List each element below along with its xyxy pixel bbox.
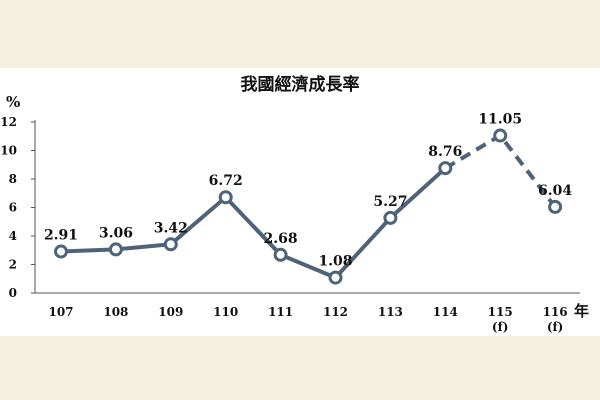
y-tick-label: 10 bbox=[0, 144, 17, 158]
data-point bbox=[383, 210, 398, 225]
x-tick-label: 107 bbox=[48, 305, 73, 319]
data-point bbox=[328, 270, 343, 285]
x-tick-label: 110 bbox=[213, 305, 238, 319]
data-point bbox=[218, 190, 233, 205]
data-point bbox=[54, 244, 68, 259]
x-tick-label: 115 bbox=[488, 305, 513, 319]
y-tick-label: 4 bbox=[9, 229, 17, 243]
data-label: 8.76 bbox=[428, 144, 462, 160]
x-tick-label: 113 bbox=[378, 305, 403, 319]
data-label: 2.68 bbox=[264, 231, 298, 247]
data-label: 3.06 bbox=[99, 225, 133, 241]
data-point bbox=[108, 242, 123, 257]
y-tick-label: 6 bbox=[9, 201, 17, 215]
data-label: 5.27 bbox=[373, 194, 407, 210]
chart-panel bbox=[0, 68, 600, 336]
y-tick-label: 12 bbox=[0, 115, 17, 129]
x-tick-label: 109 bbox=[158, 305, 183, 319]
y-tick-label: 8 bbox=[9, 172, 17, 186]
data-point bbox=[273, 247, 288, 262]
x-tick-label: 114 bbox=[433, 305, 458, 319]
data-label: 6.72 bbox=[209, 173, 243, 189]
data-label: 2.91 bbox=[44, 228, 78, 244]
data-point bbox=[493, 128, 508, 143]
data-label: 6.04 bbox=[538, 183, 572, 199]
data-label: 11.05 bbox=[478, 112, 522, 128]
data-point bbox=[548, 199, 563, 214]
y-tick-label: 0 bbox=[9, 286, 17, 300]
series-points bbox=[54, 128, 563, 285]
x-tick-note: (f) bbox=[547, 320, 564, 334]
data-label: 3.42 bbox=[154, 220, 188, 236]
x-axis-unit: 年 bbox=[574, 302, 589, 320]
x-tick-label: 111 bbox=[268, 305, 293, 319]
x-tick-label: 108 bbox=[103, 305, 128, 319]
data-label: 1.08 bbox=[318, 254, 352, 270]
chart-title: 我國經濟成長率 bbox=[241, 74, 360, 95]
data-labels: 2.91 3.06 3.42 6.72 2.68 1.08 5.27 8.76 11.05 6.0… bbox=[44, 112, 572, 270]
y-ticks: 0 2 4 6 8 10 12 bbox=[0, 115, 35, 300]
data-point bbox=[438, 161, 453, 176]
y-tick-label: 2 bbox=[9, 258, 17, 272]
x-ticks: 107 108 109 110 111 112 113 114 115(f)116(f) bbox=[48, 305, 567, 334]
x-tick-note: (f) bbox=[492, 320, 509, 334]
data-point bbox=[163, 237, 178, 252]
x-tick-label: 116 bbox=[543, 305, 568, 319]
series-lines bbox=[60, 132, 557, 280]
x-tick-label: 112 bbox=[323, 305, 348, 319]
series-line-actual bbox=[60, 166, 447, 280]
y-axis-unit: % bbox=[6, 93, 20, 111]
